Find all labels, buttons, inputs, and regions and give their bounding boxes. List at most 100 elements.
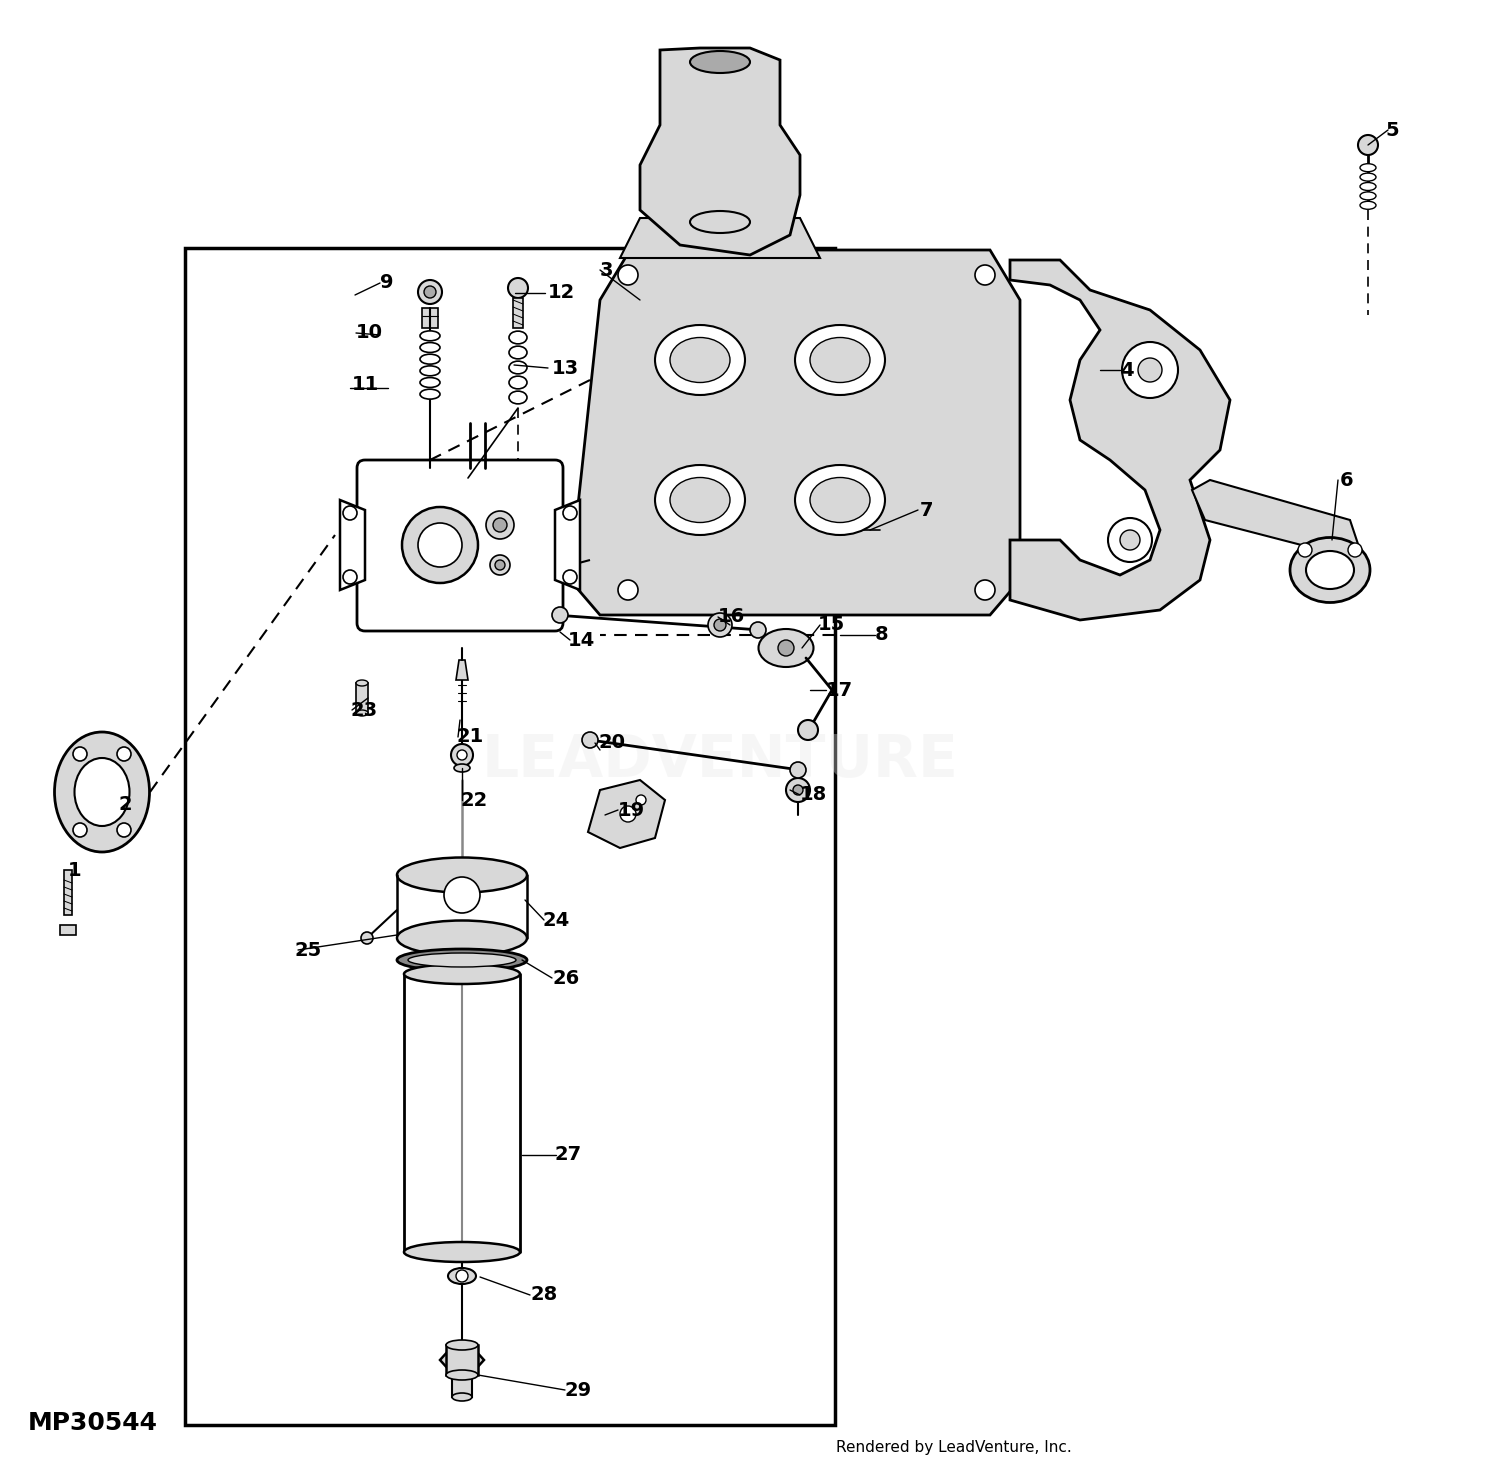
Circle shape <box>74 823 87 836</box>
Text: 4: 4 <box>1120 360 1134 379</box>
Text: 21: 21 <box>456 727 483 746</box>
Ellipse shape <box>1306 552 1354 589</box>
Circle shape <box>798 720 818 740</box>
Circle shape <box>750 622 766 639</box>
Ellipse shape <box>810 338 870 382</box>
Ellipse shape <box>509 391 526 404</box>
Ellipse shape <box>454 764 470 771</box>
Text: 14: 14 <box>568 630 596 649</box>
Ellipse shape <box>810 478 870 522</box>
Ellipse shape <box>509 330 526 344</box>
Circle shape <box>1358 136 1378 155</box>
Text: 8: 8 <box>874 625 888 645</box>
Polygon shape <box>440 1348 485 1372</box>
Polygon shape <box>555 500 580 590</box>
Ellipse shape <box>1360 173 1376 181</box>
Circle shape <box>362 932 374 944</box>
Text: 20: 20 <box>598 733 625 752</box>
Circle shape <box>452 743 472 766</box>
Circle shape <box>975 266 994 285</box>
Ellipse shape <box>420 354 440 364</box>
Text: 18: 18 <box>800 786 828 804</box>
Circle shape <box>344 506 357 521</box>
Ellipse shape <box>398 920 526 956</box>
Text: 1: 1 <box>68 860 81 879</box>
Polygon shape <box>1010 260 1230 620</box>
Ellipse shape <box>1360 201 1376 209</box>
Circle shape <box>552 608 568 622</box>
Bar <box>446 1345 478 1375</box>
Bar <box>64 870 72 914</box>
Ellipse shape <box>795 465 885 535</box>
Circle shape <box>1120 530 1140 550</box>
Circle shape <box>708 614 732 637</box>
Bar <box>356 683 368 712</box>
Ellipse shape <box>356 709 368 715</box>
Ellipse shape <box>398 948 526 971</box>
Bar <box>184 248 836 1425</box>
Ellipse shape <box>420 389 440 400</box>
Circle shape <box>456 1270 468 1282</box>
Circle shape <box>1298 543 1312 558</box>
Circle shape <box>444 878 480 913</box>
Circle shape <box>458 749 466 760</box>
Circle shape <box>117 823 130 836</box>
Circle shape <box>1108 518 1152 562</box>
Circle shape <box>790 763 806 777</box>
Text: 19: 19 <box>618 801 645 820</box>
Ellipse shape <box>795 324 885 395</box>
Ellipse shape <box>408 953 516 968</box>
Bar <box>513 298 523 327</box>
Ellipse shape <box>420 330 440 341</box>
Text: MP30544: MP30544 <box>28 1412 158 1435</box>
Circle shape <box>618 266 638 285</box>
Circle shape <box>402 507 478 583</box>
Text: 10: 10 <box>356 323 382 342</box>
Ellipse shape <box>446 1339 478 1350</box>
Ellipse shape <box>420 342 440 353</box>
Text: 6: 6 <box>1340 471 1353 490</box>
Polygon shape <box>456 659 468 680</box>
Text: Rendered by LeadVenture, Inc.: Rendered by LeadVenture, Inc. <box>836 1440 1071 1454</box>
Ellipse shape <box>404 1242 520 1263</box>
Ellipse shape <box>509 376 526 389</box>
Ellipse shape <box>670 478 730 522</box>
Circle shape <box>490 555 510 575</box>
Polygon shape <box>588 780 664 848</box>
Text: 13: 13 <box>552 358 579 378</box>
Ellipse shape <box>452 1392 472 1401</box>
Ellipse shape <box>1290 537 1370 602</box>
Ellipse shape <box>670 338 730 382</box>
Circle shape <box>419 524 462 566</box>
Ellipse shape <box>1360 192 1376 201</box>
Ellipse shape <box>509 361 526 373</box>
Ellipse shape <box>404 965 520 984</box>
Circle shape <box>636 795 646 805</box>
Text: 23: 23 <box>350 701 376 720</box>
Text: 27: 27 <box>554 1146 580 1164</box>
Text: 26: 26 <box>552 969 579 987</box>
Circle shape <box>74 746 87 761</box>
Ellipse shape <box>448 1268 476 1285</box>
Circle shape <box>786 777 810 802</box>
Text: 2: 2 <box>118 795 132 814</box>
Circle shape <box>424 286 436 298</box>
Circle shape <box>495 560 506 569</box>
Circle shape <box>1348 543 1362 558</box>
Circle shape <box>494 518 507 532</box>
Bar <box>422 308 438 327</box>
Circle shape <box>582 732 598 748</box>
Ellipse shape <box>420 378 440 388</box>
Circle shape <box>975 580 994 600</box>
Text: 3: 3 <box>600 261 613 279</box>
Polygon shape <box>640 49 800 255</box>
Text: 28: 28 <box>530 1286 558 1304</box>
Ellipse shape <box>446 1370 478 1381</box>
Text: LEADVENTURE: LEADVENTURE <box>482 732 958 789</box>
Circle shape <box>1138 358 1162 382</box>
Polygon shape <box>340 500 364 590</box>
Ellipse shape <box>690 52 750 72</box>
Ellipse shape <box>1360 164 1376 171</box>
Circle shape <box>714 620 726 631</box>
Text: 29: 29 <box>566 1381 592 1400</box>
